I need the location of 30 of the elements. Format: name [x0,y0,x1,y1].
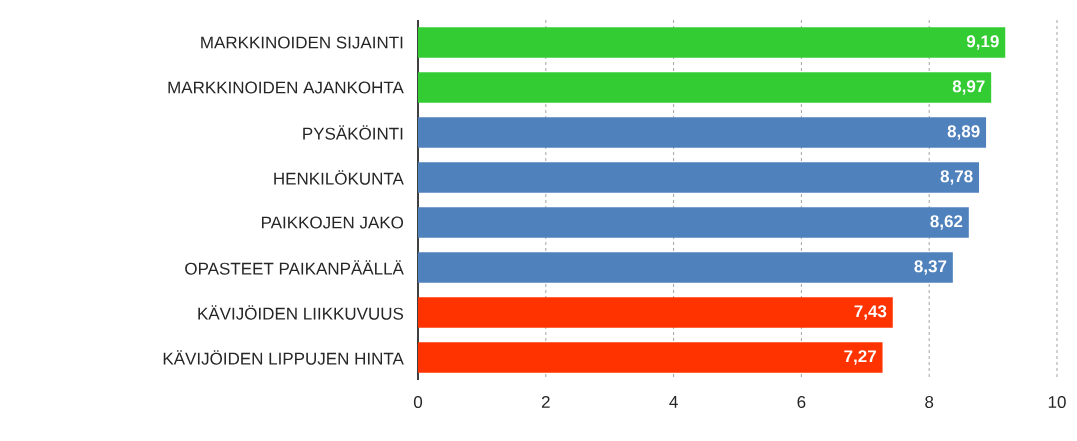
y-tick-label: OPASTEET PAIKANPÄÄLLÄ [185,260,404,275]
x-tick-label: 10 [1048,395,1066,409]
y-tick-label: HENKILÖKUNTA [274,170,404,185]
bar [418,72,992,103]
data-label: 8,37 [914,260,947,275]
x-tick-label: 4 [669,395,678,408]
bar [418,117,987,148]
bar [418,252,953,283]
data-label: 7,43 [854,305,887,320]
x-tick-label: 6 [797,395,806,409]
bar [418,297,893,328]
y-tick-label: KÄVIJÖIDEN LIPPUJEN HINTA [163,350,404,365]
y-tick-label: PAIKKOJEN JAKO [261,216,404,229]
y-tick-label: KÄVIJÖIDEN LIIKKUVUUS [198,305,404,320]
bar [418,342,883,373]
data-label: 7,27 [844,350,876,365]
data-label: 8,97 [952,80,985,95]
bar [418,27,1006,58]
data-label: 8,78 [940,170,973,185]
y-tick-label: MARKKINOIDEN SIJAINTI [201,36,403,49]
x-tick-label: 2 [541,395,550,408]
y-tick-label: PYSÄKÖINTI [303,125,403,140]
x-tick-label: 0 [413,395,423,409]
data-label: 8,89 [947,125,980,140]
bar [418,162,980,193]
x-tick-label: 8 [925,395,934,409]
bar [418,207,969,238]
data-label: 8,62 [930,215,963,230]
y-tick-label: MARKKINOIDEN AJANKOHTA [168,81,404,94]
data-label: 9,19 [966,35,999,50]
